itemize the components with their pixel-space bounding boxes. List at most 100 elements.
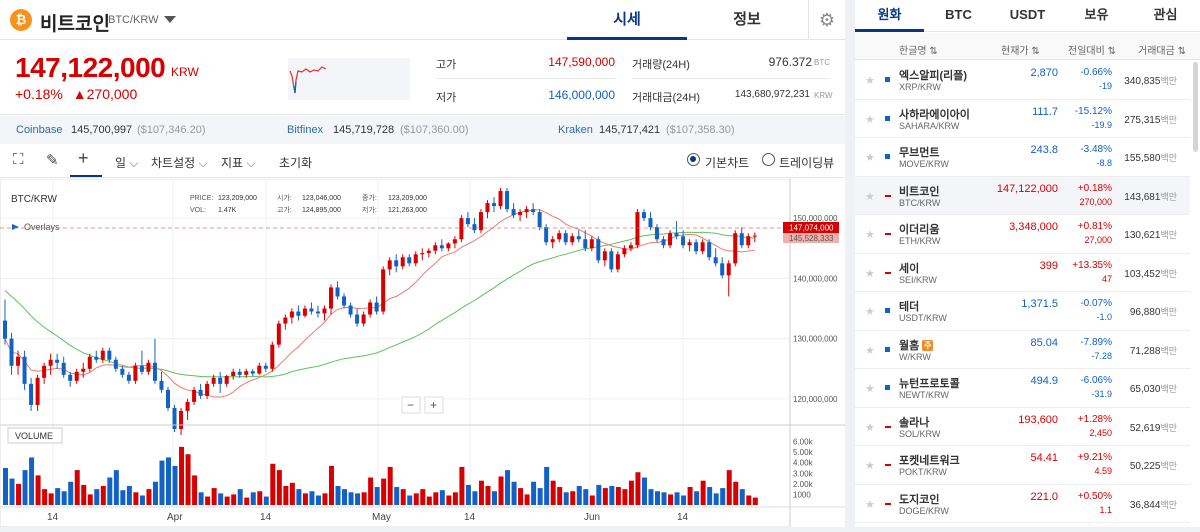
tab-market-price[interactable]: 시세 <box>567 0 687 40</box>
star-icon[interactable]: ★ <box>865 306 875 318</box>
candle <box>211 377 216 384</box>
coin-price: 54.41 <box>1030 452 1058 464</box>
coin-pair: POKT/KRW <box>899 467 947 477</box>
market-row[interactable]: ★ 이더리움 ETH/KRW 3,348,000 +0.81% 27,000 130,621… <box>855 215 1190 254</box>
crosshair-icon[interactable]: + <box>78 148 89 168</box>
volume-bar <box>48 493 54 505</box>
market-row[interactable]: ★ 엑스알피(리플) XRP/KRW 2,870 -0.66% -19 340,835백만 <box>855 61 1190 100</box>
star-icon[interactable]: ★ <box>865 421 875 434</box>
tab-krw[interactable]: 원화 <box>855 0 924 32</box>
bitcoin-icon: ₿ <box>10 9 32 31</box>
zoom-out-button[interactable] <box>401 396 421 414</box>
tradingview-radio[interactable] <box>762 153 775 166</box>
market-row[interactable]: ★ 도지코인 DOGE/KRW 221.0 +0.50% 1.1 36,844백만 <box>855 485 1190 523</box>
candle <box>126 374 131 381</box>
sort-price[interactable]: 현재가 ⇅ <box>1001 46 1040 57</box>
star-icon[interactable]: ★ <box>865 383 875 395</box>
coin-change-rate: -15.12% <box>1074 105 1112 117</box>
price-chart[interactable]: 150,000,000 140,000,000 130,000,000 120,000… <box>0 178 845 528</box>
volume-bar <box>726 470 732 505</box>
fullscreen-icon[interactable]: ⛶ <box>13 151 24 168</box>
current-price-tag <box>783 222 839 233</box>
tab-info[interactable]: 정보 <box>733 11 761 28</box>
sort-name[interactable]: 한글명 ⇅ <box>899 46 938 57</box>
candle <box>276 323 281 345</box>
volume-bar <box>387 466 393 505</box>
coin-volume-unit: 백만 <box>1160 76 1177 86</box>
sort-volume[interactable]: 거래대금 ⇅ <box>1138 46 1186 57</box>
indicators-button[interactable]: 지표 ⌵ <box>221 156 256 170</box>
coin-name-text: 솔라나 <box>899 416 930 429</box>
candle <box>655 227 659 240</box>
coin-name-text: 비트코인 <box>899 185 940 198</box>
zoom-in-button[interactable] <box>424 396 444 414</box>
coin-volume: 52,619백만 <box>1130 421 1177 434</box>
market-row[interactable]: ★ 뉴턴프로토콜 NEWT/KRW 494.9 -6.06% -31.9 65,030백만 <box>855 369 1190 408</box>
ohlc-price-label: PRICE: <box>190 195 213 202</box>
coin-pair: BTC/KRW <box>899 197 941 208</box>
candle <box>120 368 125 375</box>
basic-chart-label[interactable]: 기본차트 <box>705 156 750 170</box>
candle <box>570 236 575 243</box>
scrollbar[interactable] <box>1193 62 1198 152</box>
volume-bar <box>263 496 269 505</box>
star-icon[interactable]: ★ <box>865 229 875 241</box>
market-row[interactable]: ★ 비트코인 BTC/KRW 147,122,000 +0.18% 270,000 143,… <box>855 176 1190 215</box>
period-select[interactable]: 일 ⌵ <box>115 156 139 170</box>
volume-bar <box>22 470 28 505</box>
candlestick-chart[interactable]: 150,000,000 140,000,000 130,000,000 120,000… <box>0 178 845 528</box>
volume-bar <box>674 492 680 505</box>
star-icon[interactable]: ★ <box>865 344 875 357</box>
chevron-down-icon[interactable] <box>164 16 176 23</box>
volume-bar <box>498 476 504 505</box>
star-icon[interactable]: ★ <box>865 75 875 87</box>
tradingview-label[interactable]: 트레이딩뷰 <box>779 156 835 170</box>
date-axis-label: Jun <box>584 512 600 523</box>
coin-pair: SAHARA/KRW <box>899 120 960 131</box>
star-icon[interactable]: ★ <box>865 152 875 164</box>
candle <box>472 224 477 231</box>
basic-chart-radio[interactable] <box>687 153 700 166</box>
date-axis-label: 14 <box>677 512 689 523</box>
volume-bar <box>739 489 745 505</box>
tab-usdt[interactable]: USDT <box>1009 7 1046 22</box>
tab-favorites[interactable]: 관심 <box>1153 7 1178 22</box>
market-row[interactable]: ★ 테더 USDT/KRW 1,371.5 -0.07% -1.0 96,880백만 <box>855 292 1190 331</box>
turnover-label: 거래대금(24H) <box>632 92 700 104</box>
ohlc-close: 123,209,000 <box>388 195 427 202</box>
pencil-icon[interactable]: ✎ <box>46 152 59 169</box>
star-icon[interactable]: ★ <box>865 460 875 472</box>
candle <box>218 377 223 384</box>
coin-name[interactable]: 비트코인 <box>40 14 110 35</box>
coin-name: 엑스알피(리플) <box>899 67 967 83</box>
star-icon[interactable]: ★ <box>865 113 875 126</box>
star-icon[interactable]: ★ <box>865 498 875 511</box>
candle <box>152 362 157 381</box>
tab-holdings[interactable]: 보유 <box>1084 7 1109 22</box>
star-icon[interactable]: ★ <box>865 190 875 203</box>
market-row[interactable]: ★ 월홈 주 W/KRW 85.04 -7.89% -7.28 71,288백만 <box>855 331 1190 369</box>
volume-bar <box>609 485 615 505</box>
coin-volume-unit: 백만 <box>1160 499 1177 510</box>
market-row[interactable]: ★ 세이 SEI/KRW 399 +13.35% 47 103,452백만 <box>855 254 1190 292</box>
market-row[interactable]: ★ 솔라나 SOL/KRW 193,600 +1.28% 2,450 52,619백만 <box>855 408 1190 446</box>
tab-btc[interactable]: BTC <box>945 7 972 22</box>
sort-change[interactable]: 전일대비 ⇅ <box>1068 46 1116 57</box>
current-price: 147,122,000 <box>15 52 166 83</box>
reset-button[interactable]: 초기화 <box>279 156 313 170</box>
chart-settings-button[interactable]: 차트설정 ⌵ <box>151 156 208 170</box>
gear-icon[interactable]: ⚙ <box>808 0 845 40</box>
ma-tag <box>783 233 839 243</box>
ohlc-open: 123,046,000 <box>302 195 341 202</box>
ohlc-low: 121,263,000 <box>388 207 427 214</box>
star-icon[interactable]: ★ <box>865 267 875 280</box>
candle <box>413 254 418 264</box>
market-row[interactable]: ★ 무브먼트 MOVE/KRW 243.8 -3.48% -8.8 155,580백만 <box>855 138 1190 177</box>
candle <box>139 365 144 372</box>
ohlc-open-label: 시가: <box>277 193 292 202</box>
candle <box>368 302 373 315</box>
overlays-label[interactable]: Overlays <box>24 222 60 232</box>
coin-volume-value: 130,621 <box>1124 230 1161 241</box>
market-row[interactable]: ★ 포켓네트워크 POKT/KRW 54.41 +9.21% 4.59 50,225백만 <box>855 446 1190 485</box>
market-row[interactable]: ★ 사하라에이아이 SAHARA/KRW 111.7 -15.12% -19.9 275,3… <box>855 100 1190 138</box>
